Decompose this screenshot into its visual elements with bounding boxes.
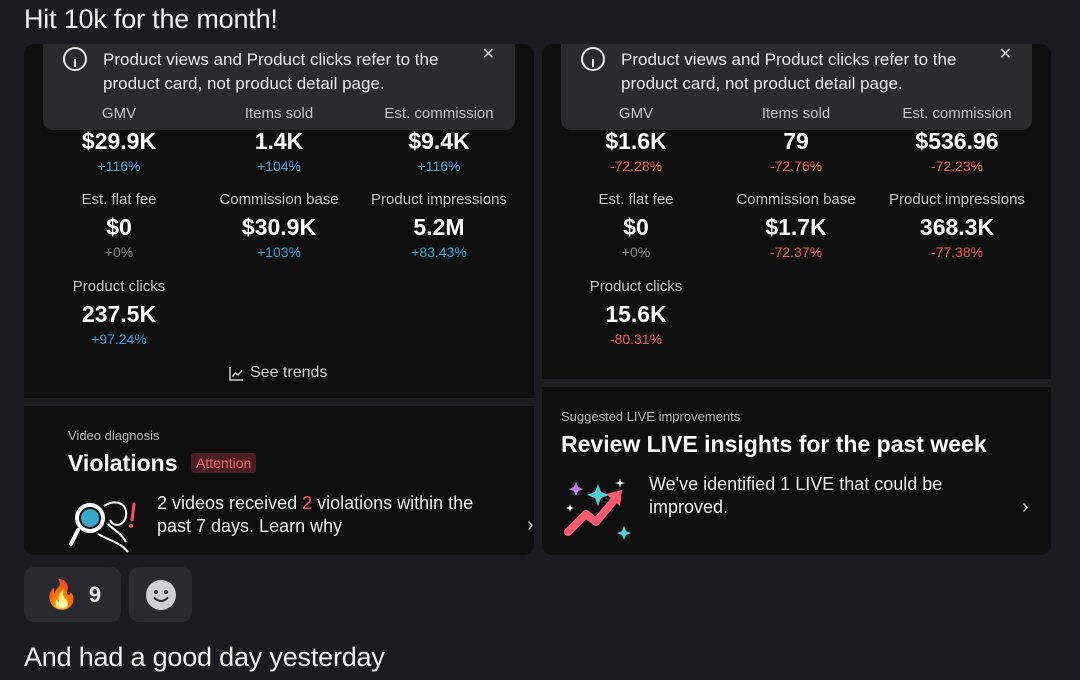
close-icon[interactable]: ✕	[998, 46, 1012, 63]
metric-change: +97.24%	[91, 331, 147, 347]
metric-label: Commission base	[219, 191, 339, 208]
close-icon[interactable]: ✕	[481, 46, 495, 63]
metric-change: +116%	[97, 158, 141, 174]
info-note: Product views and Product clicks refer t…	[43, 44, 515, 130]
metric-label: GMV	[618, 105, 654, 122]
metric-label: Est. commission	[902, 105, 1012, 122]
chevron-right-icon[interactable]: ›	[527, 514, 534, 536]
metric-product-clicks: Product clicks 237.5K +97.24%	[34, 278, 204, 347]
fire-icon: 🔥	[43, 579, 79, 610]
metric-gmv: GMV $29.9K +116%	[34, 105, 204, 174]
metric-value: $9.4K	[408, 128, 470, 154]
fire-reaction-button[interactable]: 🔥 9	[24, 567, 121, 622]
metric-est-flat-fee: Est. flat fee $0 +0%	[551, 191, 721, 260]
metric-change: +83.43%	[411, 244, 467, 260]
desc-line-1: We've identified 1 LIVE that could be	[649, 474, 943, 494]
see-trends-button[interactable]: See trends	[229, 364, 327, 382]
metric-value: $1.7K	[765, 214, 827, 240]
message-text: Hit 10k for the month!	[24, 4, 278, 34]
metric-est-flat-fee: Est. flat fee $0 +0%	[34, 191, 204, 260]
metric-label: Product impressions	[889, 191, 1025, 208]
metric-value: $0	[623, 214, 649, 240]
shop-stats-card-right: Product views and Product clicks refer t…	[542, 44, 1051, 555]
section-title[interactable]: Review LIVE insights for the past week	[561, 431, 987, 457]
metric-label: Est. commission	[384, 105, 494, 122]
metric-value: $536.96	[915, 128, 999, 154]
info-line-2: product card, not product detail page.	[621, 74, 903, 93]
metric-value: 237.5K	[81, 301, 157, 327]
metric-value: $0	[106, 214, 132, 240]
metric-value: $1.6K	[605, 128, 667, 154]
smiley-icon	[145, 579, 176, 610]
metric-change: -80.31%	[609, 331, 663, 347]
metric-commission-base: Commission base $1.7K -72.37%	[711, 191, 881, 260]
info-line-2: product card, not product detail page.	[103, 74, 385, 93]
section-label: Video diagnosis	[68, 428, 160, 443]
metric-change: -72.37%	[769, 244, 823, 260]
metric-value: 15.6K	[605, 301, 667, 327]
metric-value: $29.9K	[81, 128, 157, 154]
desc-line-2: improved.	[649, 497, 729, 517]
metric-label: Items sold	[761, 105, 831, 122]
metric-value: 1.4K	[254, 128, 304, 154]
metric-change: +103%	[257, 244, 301, 260]
metric-label: Product clicks	[589, 278, 683, 295]
live-insights-description[interactable]: We've identified 1 LIVE that could be im…	[649, 473, 979, 519]
metric-label: Est. flat fee	[598, 191, 674, 208]
metric-change: -77.38%	[930, 244, 984, 260]
info-icon	[581, 47, 605, 71]
metric-change: +104%	[257, 158, 301, 174]
info-icon	[63, 47, 87, 71]
chart-trend-icon	[229, 366, 243, 381]
desc-count-violations: 2	[302, 493, 313, 513]
metric-change: +0%	[104, 244, 134, 260]
add-reaction-button[interactable]	[129, 567, 192, 622]
info-line-1: Product views and Product clicks refer t…	[103, 50, 439, 69]
desc-line-2: past 7 days. Learn why	[157, 516, 343, 536]
metric-value: $30.9K	[241, 214, 317, 240]
metric-est-commission: Est. commission $536.96 -72.23%	[872, 105, 1042, 174]
see-trends-label: See trends	[250, 364, 328, 381]
section-title: Violations	[68, 450, 178, 476]
metric-value: 5.2M	[413, 214, 465, 240]
metric-commission-base: Commission base $30.9K +103%	[194, 191, 364, 260]
info-note: Product views and Product clicks refer t…	[561, 44, 1032, 130]
metric-product-clicks: Product clicks 15.6K -80.31%	[551, 278, 721, 347]
metric-items-sold: Items sold 79 -72.76%	[711, 105, 881, 174]
section-label: Suggested LIVE improvements	[561, 409, 741, 424]
desc-count-videos: 2	[157, 493, 168, 513]
metric-label: Commission base	[736, 191, 856, 208]
metric-label: Product impressions	[371, 191, 507, 208]
desc-part-2: violations within the	[312, 493, 474, 513]
metric-value: 79	[783, 128, 809, 154]
metric-change: -72.76%	[769, 158, 823, 174]
sparkle-trend-illustration-icon	[564, 478, 631, 540]
metric-change: -72.23%	[930, 158, 984, 174]
metric-value: 368.3K	[919, 214, 995, 240]
metric-change: -72.28%	[609, 158, 663, 174]
metric-change: +0%	[621, 244, 651, 260]
metric-product-impressions: Product impressions 368.3K -77.38%	[872, 191, 1042, 260]
metric-gmv: GMV $1.6K -72.28%	[551, 105, 721, 174]
metric-change: +116%	[417, 158, 461, 174]
chevron-right-icon[interactable]: ›	[1022, 496, 1029, 518]
violations-description[interactable]: 2 videos received 2 violations within th…	[157, 492, 507, 538]
message-text: And had a good day yesterday	[24, 642, 385, 672]
metric-items-sold: Items sold 1.4K +104%	[194, 105, 364, 174]
info-line-1: Product views and Product clicks refer t…	[621, 50, 957, 69]
reaction-count: 9	[88, 581, 102, 607]
metric-label: Items sold	[244, 105, 314, 122]
section-divider	[24, 398, 534, 406]
metric-product-impressions: Product impressions 5.2M +83.43%	[354, 191, 524, 260]
attention-badge: Attention	[191, 453, 257, 473]
metric-label: Est. flat fee	[81, 191, 157, 208]
shop-stats-card-left: Product views and Product clicks refer t…	[24, 44, 534, 555]
desc-part-1: videos received	[167, 493, 303, 513]
metric-label: GMV	[101, 105, 137, 122]
metric-label: Product clicks	[72, 278, 166, 295]
metric-est-commission: Est. commission $9.4K +116%	[354, 105, 524, 174]
section-divider	[542, 379, 1051, 387]
magnifier-illustration-icon	[69, 501, 136, 553]
